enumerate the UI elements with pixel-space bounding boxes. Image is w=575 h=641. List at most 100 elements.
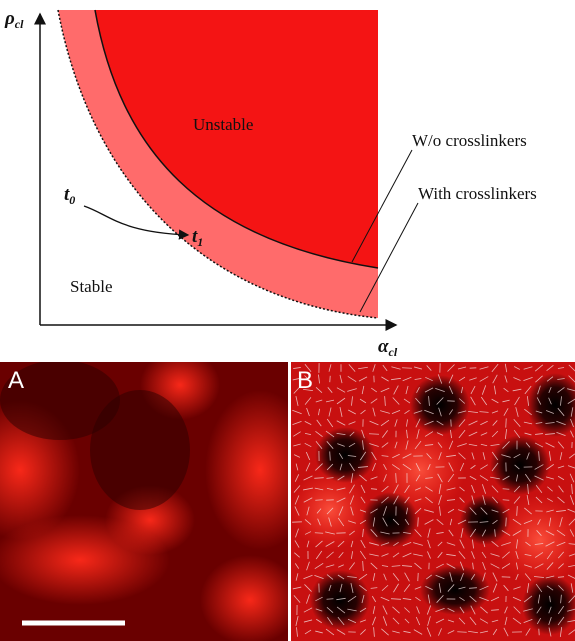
flow-vector bbox=[413, 629, 423, 635]
flow-vector bbox=[317, 518, 321, 526]
flow-vector bbox=[450, 429, 452, 439]
flow-vector bbox=[381, 376, 389, 382]
flow-vector bbox=[369, 443, 379, 447]
flow-vector bbox=[359, 519, 367, 525]
flow-vector bbox=[568, 553, 575, 557]
flow-vector bbox=[359, 550, 367, 560]
flow-vector bbox=[372, 606, 376, 614]
flow-vector bbox=[336, 597, 346, 601]
flow-vector bbox=[372, 573, 376, 581]
flow-vector bbox=[338, 564, 344, 568]
flow-vector bbox=[556, 541, 566, 547]
flow-vector bbox=[515, 550, 519, 560]
flow-vector bbox=[328, 517, 332, 527]
flow-vector bbox=[327, 387, 333, 393]
flow-vector bbox=[347, 618, 357, 624]
flow-vector bbox=[447, 473, 455, 483]
flow-vector bbox=[557, 465, 565, 469]
flow-vector bbox=[472, 539, 474, 549]
flow-vector bbox=[427, 528, 431, 538]
flow-vector bbox=[512, 617, 522, 625]
flow-vector bbox=[428, 396, 430, 406]
flow-vector bbox=[371, 595, 377, 603]
flow-vector bbox=[449, 518, 453, 526]
flow-vector bbox=[435, 574, 445, 580]
flow-vector bbox=[512, 530, 522, 536]
flow-vector bbox=[349, 484, 355, 494]
flow-vector bbox=[459, 606, 465, 614]
flow-vector bbox=[458, 452, 466, 460]
flow-vector bbox=[337, 616, 345, 626]
flow-vector bbox=[538, 451, 540, 461]
flow-vector bbox=[305, 462, 311, 472]
flow-vector bbox=[557, 605, 565, 615]
flow-vector bbox=[458, 419, 466, 427]
flow-vector bbox=[469, 507, 477, 515]
flow-vector bbox=[292, 377, 302, 381]
flow-vector bbox=[401, 565, 413, 567]
flow-vector bbox=[402, 453, 412, 459]
flow-vector bbox=[436, 595, 444, 603]
flow-vector bbox=[362, 440, 364, 450]
flow-vector bbox=[470, 385, 476, 395]
flow-vector bbox=[380, 387, 390, 393]
flow-vector bbox=[404, 607, 410, 613]
flow-vector bbox=[436, 563, 444, 569]
flow-vector bbox=[557, 378, 565, 380]
flow-vector bbox=[348, 409, 356, 415]
flow-vector bbox=[491, 363, 499, 373]
flow-vector bbox=[446, 499, 456, 501]
flow-vector bbox=[537, 385, 541, 395]
flow-vector bbox=[372, 462, 376, 472]
flow-vector bbox=[545, 530, 555, 536]
flow-vector bbox=[513, 586, 521, 590]
flow-vector bbox=[523, 608, 533, 612]
flow-vector bbox=[294, 474, 300, 482]
flow-vector bbox=[502, 508, 510, 514]
flow-vector bbox=[391, 565, 401, 567]
flow-vector bbox=[358, 573, 368, 581]
flow-vector bbox=[515, 562, 519, 570]
flow-vector bbox=[446, 487, 456, 491]
flow-vector bbox=[326, 607, 334, 613]
flow-vector bbox=[457, 631, 467, 633]
flow-vector bbox=[425, 486, 433, 492]
flow-vector bbox=[415, 616, 421, 626]
curve-without bbox=[94, 9, 379, 269]
flow-vector bbox=[536, 397, 542, 405]
flow-vector bbox=[559, 452, 563, 460]
flow-vector bbox=[557, 387, 565, 393]
y-axis-label: ρcl bbox=[4, 8, 24, 31]
flow-vector bbox=[426, 605, 432, 615]
flow-vector bbox=[315, 399, 323, 403]
flow-vector bbox=[358, 376, 368, 382]
flow-vector bbox=[359, 584, 367, 592]
flow-vector bbox=[348, 520, 356, 524]
flow-vector bbox=[545, 442, 555, 448]
flow-vector bbox=[395, 473, 397, 483]
flow-vector bbox=[535, 422, 543, 424]
flow-vector bbox=[548, 386, 552, 394]
flow-vector bbox=[315, 550, 323, 560]
flow-vector bbox=[535, 410, 543, 414]
flow-vector bbox=[304, 629, 312, 635]
flow-vector bbox=[359, 451, 367, 461]
flow-vector bbox=[393, 583, 399, 593]
flow-vector bbox=[370, 562, 378, 570]
flow-vector bbox=[546, 376, 554, 382]
flow-vector bbox=[468, 630, 478, 634]
path-arrow bbox=[83, 205, 190, 240]
flow-vector bbox=[303, 389, 313, 391]
flow-vector bbox=[504, 363, 508, 373]
flow-vector bbox=[569, 495, 575, 505]
flow-vector bbox=[325, 628, 335, 636]
flow-vector bbox=[347, 375, 357, 383]
flow-vector bbox=[359, 474, 367, 482]
flow-vector bbox=[534, 543, 544, 545]
flow-vector bbox=[523, 366, 533, 370]
flow-vector bbox=[336, 629, 346, 635]
flow-vector bbox=[392, 518, 400, 526]
flow-vector bbox=[469, 475, 477, 481]
flow-vector bbox=[404, 496, 410, 504]
flow-vector bbox=[503, 387, 509, 393]
